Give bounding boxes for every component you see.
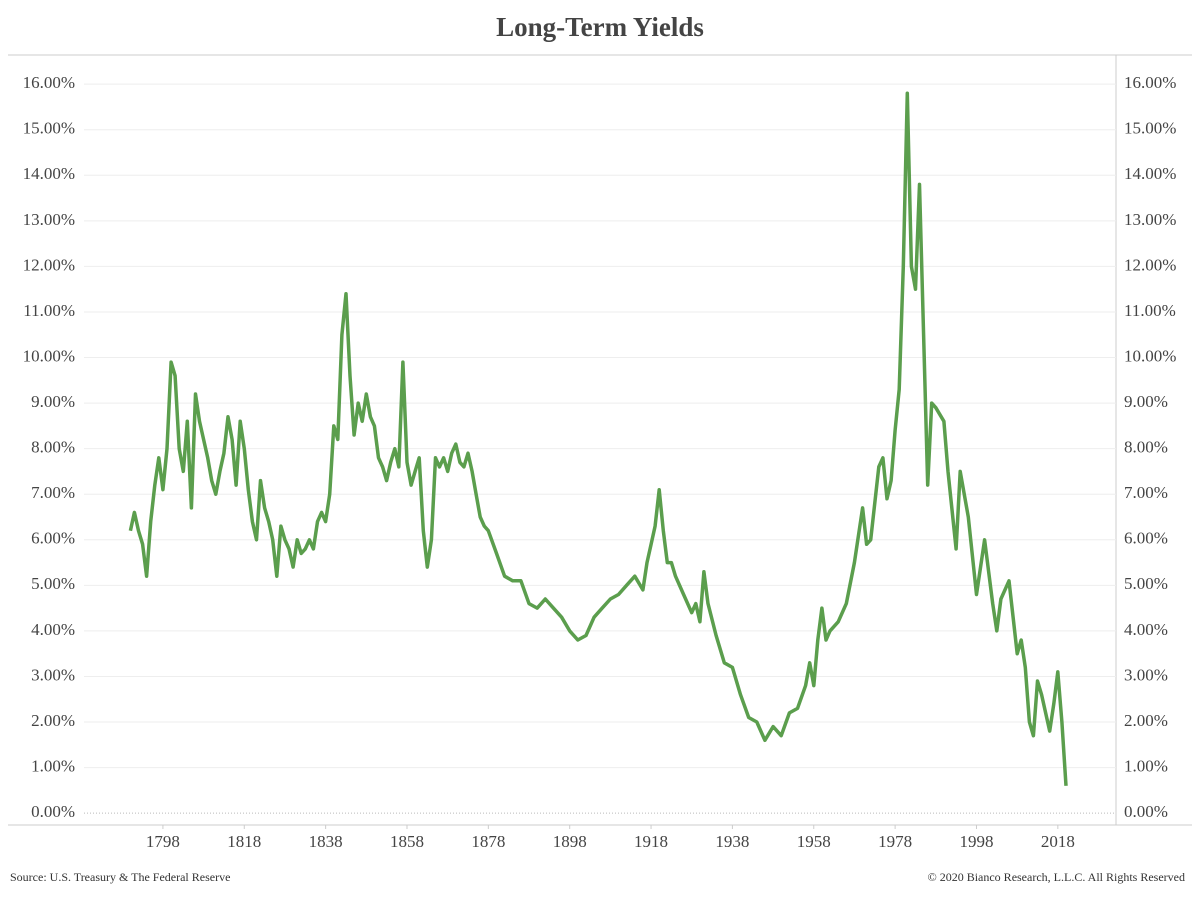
yield-line bbox=[128, 91, 1068, 786]
y2-tick-label: 4.00% bbox=[1124, 620, 1168, 639]
x-tick-label: 1898 bbox=[553, 832, 587, 851]
y2-tick-label: 12.00% bbox=[1124, 255, 1176, 274]
y-tick-label: 12.00% bbox=[23, 255, 75, 274]
copyright-note: © 2020 Bianco Research, L.L.C. All Right… bbox=[928, 870, 1185, 884]
x-tick-label: 1838 bbox=[309, 832, 343, 851]
x-tick-label: 1798 bbox=[146, 832, 180, 851]
x-tick-label: 1858 bbox=[390, 832, 424, 851]
y2-tick-label: 8.00% bbox=[1124, 438, 1168, 457]
y2-tick-label: 16.00% bbox=[1124, 73, 1176, 92]
y2-tick-label: 10.00% bbox=[1124, 346, 1176, 365]
x-tick-label: 1878 bbox=[471, 832, 505, 851]
y2-tick-label: 3.00% bbox=[1124, 665, 1168, 684]
y2-tick-label: 6.00% bbox=[1124, 529, 1168, 548]
y2-tick-label: 2.00% bbox=[1124, 711, 1168, 730]
y-tick-label: 13.00% bbox=[23, 210, 75, 229]
y2-tick-label: 9.00% bbox=[1124, 392, 1168, 411]
y-tick-label: 8.00% bbox=[31, 438, 75, 457]
y2-tick-label: 5.00% bbox=[1124, 574, 1168, 593]
x-tick-label: 1938 bbox=[715, 832, 749, 851]
y2-tick-label: 0.00% bbox=[1124, 802, 1168, 821]
y2-tick-label: 14.00% bbox=[1124, 164, 1176, 183]
x-tick-label: 1978 bbox=[878, 832, 912, 851]
y-tick-label: 0.00% bbox=[31, 802, 75, 821]
y-tick-label: 11.00% bbox=[23, 301, 75, 320]
y-tick-label: 16.00% bbox=[23, 73, 75, 92]
x-tick-label: 1918 bbox=[634, 832, 668, 851]
y-tick-label: 10.00% bbox=[23, 346, 75, 365]
y-tick-label: 3.00% bbox=[31, 665, 75, 684]
y-tick-label: 7.00% bbox=[31, 483, 75, 502]
y2-tick-label: 15.00% bbox=[1124, 119, 1176, 138]
y-tick-label: 2.00% bbox=[31, 711, 75, 730]
x-tick-label: 1818 bbox=[227, 832, 261, 851]
y2-tick-label: 13.00% bbox=[1124, 210, 1176, 229]
y-tick-label: 1.00% bbox=[31, 756, 75, 775]
x-tick-label: 2018 bbox=[1041, 832, 1075, 851]
x-tick-label: 1998 bbox=[959, 832, 993, 851]
y-tick-label: 9.00% bbox=[31, 392, 75, 411]
chart-title: Long-Term Yields bbox=[496, 12, 704, 42]
y2-tick-label: 1.00% bbox=[1124, 756, 1168, 775]
y-tick-label: 4.00% bbox=[31, 620, 75, 639]
y2-tick-label: 11.00% bbox=[1124, 301, 1176, 320]
y-tick-label: 14.00% bbox=[23, 164, 75, 183]
y2-tick-label: 7.00% bbox=[1124, 483, 1168, 502]
y-tick-label: 15.00% bbox=[23, 119, 75, 138]
x-tick-label: 1958 bbox=[797, 832, 831, 851]
y-tick-label: 5.00% bbox=[31, 574, 75, 593]
y-tick-label: 6.00% bbox=[31, 529, 75, 548]
source-note: Source: U.S. Treasury & The Federal Rese… bbox=[10, 870, 230, 884]
